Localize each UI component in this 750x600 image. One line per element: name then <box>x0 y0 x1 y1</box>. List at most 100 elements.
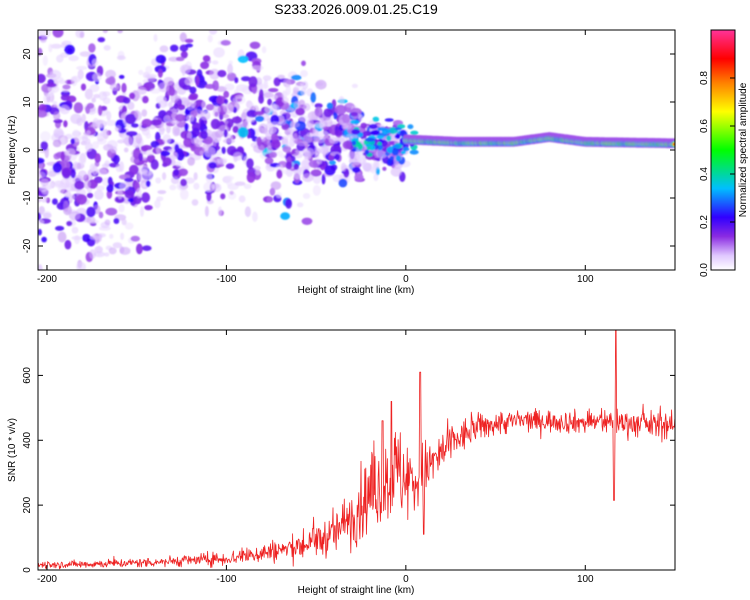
heatmap-cell-938 <box>253 144 265 154</box>
heatmap-cell-1350 <box>86 142 91 147</box>
heatmap-cell-1351 <box>259 89 264 100</box>
heatmap-cell-1271 <box>54 183 65 189</box>
heatmap-cell-1215 <box>47 170 57 177</box>
heatmap-cell-1152 <box>157 69 163 78</box>
heatmap-cell-679 <box>212 183 222 193</box>
heatmap-cell-1408 <box>395 155 401 162</box>
heatmap-marks <box>38 30 675 270</box>
top-yticks-label-1: -10 <box>22 190 33 205</box>
heatmap-cell-1335 <box>63 200 69 212</box>
heatmap-cell-1264 <box>326 102 334 110</box>
heatmap-cell-504 <box>170 44 179 52</box>
heatmap-cell-1322 <box>270 181 282 190</box>
heatmap-cell-402 <box>112 242 123 249</box>
heatmap-cell-1341 <box>159 125 165 136</box>
heatmap-cell-646 <box>221 146 226 154</box>
heatmap-cell-406 <box>105 207 118 216</box>
heatmap-cell-898 <box>113 218 120 224</box>
heatmap-cell-497 <box>140 206 144 218</box>
heatmap-cell-1183 <box>174 144 180 153</box>
heatmap-cell-915 <box>310 169 322 177</box>
heatmap-cell-618 <box>174 95 181 101</box>
heatmap-cell-598 <box>244 206 251 218</box>
colorbar: 0.0 0.2 0.4 0.6 0.8 Normalized spectral ampl… <box>699 29 749 277</box>
heatmap-cell-924 <box>84 88 93 100</box>
heatmap-cell-953 <box>117 139 125 144</box>
heatmap-cell-108 <box>179 189 189 200</box>
heatmap-cell-1091 <box>246 109 258 118</box>
heatmap-cell-1151 <box>170 152 179 159</box>
bot-xticks-label-3: 100 <box>577 574 594 585</box>
heatmap-cell-1053 <box>70 75 81 83</box>
heatmap-cell-1102 <box>122 97 131 104</box>
heatmap-cell-142 <box>180 51 188 59</box>
heatmap-cell-491 <box>267 98 272 106</box>
heatmap-cell-835 <box>98 91 108 101</box>
heatmap-cell-1355 <box>277 74 285 79</box>
heatmap-cell-528 <box>175 161 182 168</box>
heatmap-cell-195 <box>72 161 79 171</box>
heatmap-cell-228 <box>40 37 47 43</box>
heatmap-cell-1169 <box>42 212 52 219</box>
heatmap-cell-1027 <box>298 115 310 122</box>
heatmap-cell-763 <box>270 104 280 112</box>
heatmap-cell-1285 <box>295 107 305 116</box>
heatmap-cell-1047 <box>40 141 48 151</box>
heatmap-cell-1407 <box>364 137 375 142</box>
heatmap-cell-1126 <box>307 136 320 143</box>
heatmap-cell-973 <box>191 127 200 137</box>
heatmap-cell-1174 <box>312 129 319 137</box>
heatmap-cell-806 <box>148 170 153 182</box>
heatmap-cell-628 <box>137 86 147 95</box>
heatmap-cell-321 <box>141 109 148 117</box>
heatmap-cell-2101 <box>672 142 675 146</box>
heatmap-cell-1305 <box>270 121 282 127</box>
heatmap-cell-1248 <box>138 152 143 162</box>
heatmap-cell-714 <box>141 146 149 152</box>
heatmap-cell-1118 <box>72 129 79 138</box>
heatmap-cell-1209 <box>287 127 293 133</box>
heatmap-cell-475 <box>300 87 307 96</box>
heatmap-cell-1111 <box>38 264 43 270</box>
heatmap-cell-930 <box>60 151 65 162</box>
snr-x-label: Height of straight line (km) <box>298 585 415 596</box>
heatmap-cell-1306 <box>185 43 193 48</box>
heatmap-cell-1299 <box>136 187 142 199</box>
heatmap-cell-1310 <box>390 167 402 177</box>
snr-x-ticks: -200 -100 0 100 <box>37 330 594 585</box>
heatmap-cell-531 <box>258 123 268 134</box>
heatmap-cell-542 <box>102 30 108 34</box>
heatmap-cell-1071 <box>150 119 162 126</box>
heatmap-cell-1307 <box>181 84 192 91</box>
heatmap-cell-1084 <box>121 218 127 226</box>
heatmap-cell-1317 <box>40 196 48 203</box>
heatmap-cell-1108 <box>135 133 142 145</box>
heatmap-cell-1144 <box>98 211 104 219</box>
colorbar-tick-label-1: 0.2 <box>699 215 710 229</box>
heatmap-cell-922 <box>253 165 261 171</box>
heatmap-cell-1110 <box>204 146 216 158</box>
heatmap-cell-590 <box>106 110 112 121</box>
heatmap-cell-383 <box>193 172 198 181</box>
heatmap-cell-1250 <box>186 102 195 111</box>
heatmap-cell-965 <box>318 145 329 155</box>
heatmap-cell-1383 <box>351 148 357 152</box>
heatmap-cell-553 <box>38 219 45 225</box>
heatmap-cell-1127 <box>38 110 48 118</box>
heatmap-cell-500 <box>76 117 83 126</box>
top-xticks-label-0: -200 <box>37 274 57 285</box>
heatmap-cell-1217 <box>53 111 61 121</box>
heatmap-cell-1206 <box>64 239 72 250</box>
heatmap-cell-575 <box>225 175 233 187</box>
heatmap-cell-1342 <box>114 125 122 132</box>
heatmap-cell-81 <box>301 217 313 225</box>
heatmap-cell-674 <box>266 196 273 203</box>
heatmap-cell-1415 <box>394 134 401 139</box>
heatmap-cell-1261 <box>109 233 114 239</box>
heatmap-cell-1175 <box>280 212 290 220</box>
heatmap-cell-1170 <box>76 162 82 169</box>
colorbar-tick-label-2: 0.4 <box>699 167 710 181</box>
heatmap-cell-1141 <box>142 156 147 161</box>
heatmap-cell-956 <box>76 261 86 270</box>
